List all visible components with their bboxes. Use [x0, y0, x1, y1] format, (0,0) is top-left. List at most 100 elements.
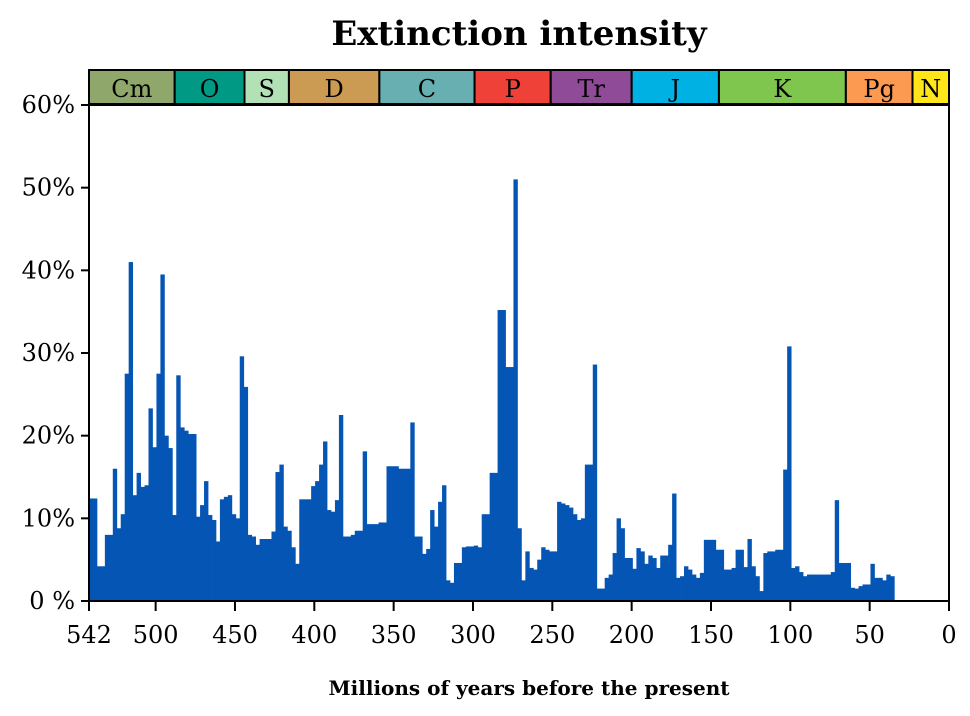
extinction-bar [362, 451, 368, 601]
extinction-bar [838, 562, 844, 601]
extinction-bar [104, 534, 110, 601]
extinction-bar [299, 499, 304, 601]
extinction-bar [378, 522, 383, 601]
period-label-tr: Tr [577, 75, 605, 103]
extinction-bar [676, 577, 681, 601]
extinction-bar [561, 503, 566, 601]
extinction-bar [394, 466, 399, 601]
extinction-bar [200, 505, 205, 601]
period-n [911, 69, 951, 105]
extinction-bar [235, 518, 241, 601]
extinction-bar [806, 574, 812, 601]
extinction-bar [116, 528, 122, 601]
extinction-bar [541, 547, 546, 601]
extinction-bar [624, 558, 629, 601]
extinction-bar [640, 551, 645, 601]
extinction-bar [92, 498, 98, 601]
period-label-pg: Pg [863, 75, 895, 103]
extinction-bar [743, 567, 748, 601]
extinction-bar [227, 495, 233, 601]
extinction-bar [477, 547, 483, 601]
extinction-bar [307, 499, 312, 601]
extinction-bar [374, 524, 379, 601]
extinction-bar [533, 569, 538, 601]
extinction-bar [303, 499, 308, 601]
extinction-bar [223, 496, 229, 601]
extinction-bar [291, 547, 296, 601]
y-tick-label: 60% [22, 91, 75, 119]
extinction-bar [691, 574, 697, 601]
extinction-bar [810, 574, 816, 601]
extinction-bar [723, 569, 729, 601]
extinction-bar [652, 558, 657, 601]
extinction-bar [346, 536, 352, 601]
extinction-bar [731, 567, 736, 601]
extinction-bar [434, 526, 439, 601]
period-label-j: J [667, 75, 680, 103]
period-j [630, 69, 720, 105]
extinction-bar [648, 555, 653, 601]
extinction-bar [509, 367, 514, 601]
extinction-bar [854, 588, 859, 601]
extinction-bar [188, 434, 193, 601]
extinction-bar [608, 574, 614, 601]
extinction-bar [664, 555, 669, 601]
extinction-bar [755, 576, 760, 601]
x-tick-label: 542 [66, 621, 112, 649]
x-axis: 542 500 450 400 350 300 250 200 150 100 50 0 [66, 601, 957, 649]
extinction-bar [684, 566, 689, 601]
extinction-bar [350, 534, 356, 601]
extinction-bar [850, 587, 855, 601]
extinction-bar [858, 586, 863, 601]
extinction-bar [493, 472, 498, 601]
extinction-bar [842, 562, 848, 601]
extinction-bar [553, 551, 558, 601]
extinction-bar [719, 549, 725, 601]
extinction-bar [287, 530, 292, 601]
extinction-bar [803, 576, 808, 601]
extinction-bar [263, 539, 268, 601]
extinction-bar [406, 468, 411, 601]
x-tick-label: 350 [371, 621, 417, 649]
extinction-bar [775, 549, 780, 601]
extinction-bar [672, 493, 677, 601]
extinction-bar [180, 427, 185, 601]
extinction-bar [795, 566, 800, 601]
extinction-bar [128, 262, 134, 601]
period-label-k: K [773, 75, 792, 103]
extinction-bar [390, 466, 395, 601]
extinction-bar [584, 464, 590, 601]
geologic-period-bar: Cm O S D C P Tr J K Pg N [88, 69, 951, 105]
extinction-bar [279, 464, 284, 601]
extinction-bar [120, 514, 126, 601]
extinction-bar [878, 577, 883, 601]
extinction-bar [481, 514, 487, 601]
extinction-bar [438, 501, 443, 601]
extinction-bar [826, 574, 832, 601]
extinction-bar [747, 539, 752, 601]
y-tick-label: 50% [22, 174, 75, 202]
extinction-bar [715, 549, 721, 601]
extinction-bar [219, 499, 225, 601]
extinction-bar [457, 562, 463, 601]
extinction-bar [687, 569, 693, 601]
period-label-p: P [505, 75, 521, 103]
extinction-bar [334, 500, 340, 601]
extinction-bar [525, 551, 530, 601]
x-tick-label: 250 [529, 621, 575, 649]
extinction-bar [846, 562, 852, 601]
extinction-bar [243, 386, 249, 601]
chart-title: Extinction intensity [331, 14, 708, 54]
x-axis-label: Millions of years before the present [329, 676, 731, 700]
extinction-bar [239, 356, 245, 601]
extinction-bar [830, 572, 836, 601]
x-tick-label: 450 [212, 621, 258, 649]
extinction-bar [323, 441, 328, 601]
x-tick-label: 100 [767, 621, 813, 649]
x-tick-label: 0 [941, 621, 956, 649]
extinction-bar [501, 310, 506, 601]
extinction-bar [140, 486, 145, 601]
extinction-bar [271, 531, 276, 601]
extinction-bar [521, 580, 526, 601]
extinction-bar [632, 568, 637, 601]
